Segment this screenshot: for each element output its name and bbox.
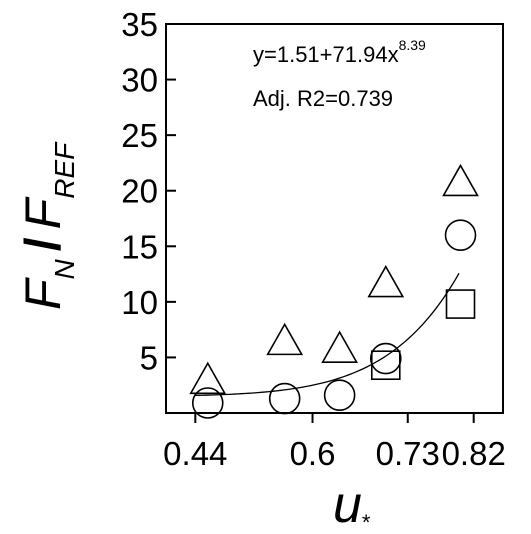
- y-title-f2: F: [15, 196, 71, 229]
- y-tick-label: 15: [121, 228, 158, 265]
- square-marker: [445, 289, 476, 319]
- x-tick-label: 0.82: [442, 435, 506, 472]
- y-axis-title: FN/FREF: [15, 141, 80, 310]
- x-title-sub: *: [362, 510, 371, 534]
- y-tick-label: 5: [140, 339, 158, 376]
- x-tick-label: 0.44: [163, 435, 227, 472]
- y-axis: 5 10 15 20 25 30 35: [121, 6, 176, 376]
- triangle-marker: [442, 163, 479, 197]
- y-title-slash: /: [15, 237, 71, 251]
- triangle-marker: [189, 361, 227, 395]
- x-tick-label: 0.73: [376, 435, 440, 472]
- y-title-sub2: REF: [49, 141, 80, 199]
- y-tick-label: 20: [121, 173, 158, 210]
- fit-curve: [195, 272, 460, 397]
- circle-marker: [268, 382, 301, 415]
- y-tick-label: 30: [121, 62, 158, 99]
- triangle-marker: [266, 322, 304, 356]
- square-marker: [370, 350, 401, 381]
- fit-equation: y=1.51+71.94x8.39: [253, 37, 426, 67]
- fit-equation-base: y=1.51+71.94x: [253, 42, 399, 67]
- data-markers: [189, 163, 479, 419]
- fit-equation-exponent: 8.39: [399, 37, 426, 53]
- plot-frame: [165, 23, 504, 414]
- y-tick-label: 10: [121, 284, 158, 321]
- y-title-f1: F: [15, 277, 71, 310]
- x-title-main: u: [333, 476, 362, 534]
- x-axis-title: u*: [333, 476, 371, 534]
- x-axis: 0.44 0.6 0.73 0.82: [163, 413, 506, 472]
- circle-marker: [191, 387, 224, 419]
- y-tick-label: 35: [121, 6, 158, 43]
- x-tick-label: 0.6: [290, 435, 336, 472]
- circle-marker: [444, 219, 477, 251]
- triangle-marker: [321, 330, 359, 363]
- r-squared-label: Adj. R2=0.739: [253, 86, 393, 111]
- y-title-sub1: N: [49, 258, 80, 279]
- triangle-marker: [367, 264, 405, 298]
- circle-marker: [323, 379, 356, 412]
- circle-marker: [369, 342, 402, 375]
- y-tick-label: 25: [121, 117, 158, 154]
